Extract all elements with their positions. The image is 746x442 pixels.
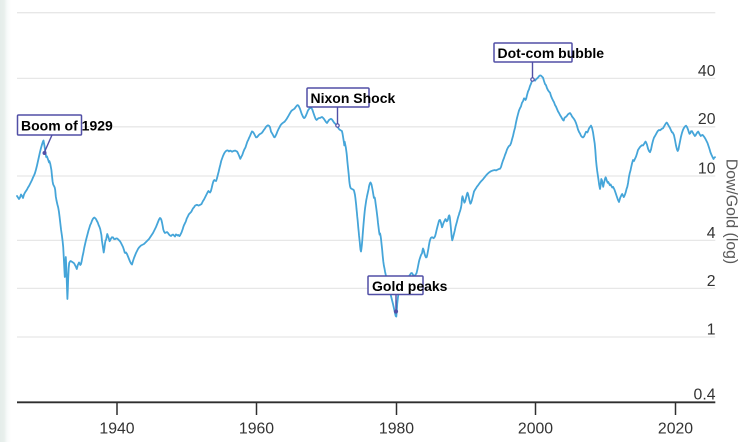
svg-text:1960: 1960 [239,421,274,438]
svg-text:2020: 2020 [658,421,693,438]
svg-text:1: 1 [707,321,716,338]
svg-text:40: 40 [698,63,716,80]
svg-text:Boom of 1929: Boom of 1929 [21,118,113,134]
svg-text:10: 10 [698,160,716,177]
svg-text:Dot-com bubble: Dot-com bubble [498,45,605,61]
svg-text:Nixon Shock: Nixon Shock [311,90,396,106]
svg-text:Dow/Gold (log): Dow/Gold (log) [723,159,740,264]
svg-text:1980: 1980 [379,421,414,438]
svg-text:2000: 2000 [518,421,553,438]
svg-text:2: 2 [707,273,716,290]
svg-text:4: 4 [707,225,716,242]
svg-text:0.4: 0.4 [694,387,716,404]
svg-text:Gold peaks: Gold peaks [372,278,448,294]
svg-text:1940: 1940 [99,421,134,438]
svg-text:20: 20 [698,111,716,128]
